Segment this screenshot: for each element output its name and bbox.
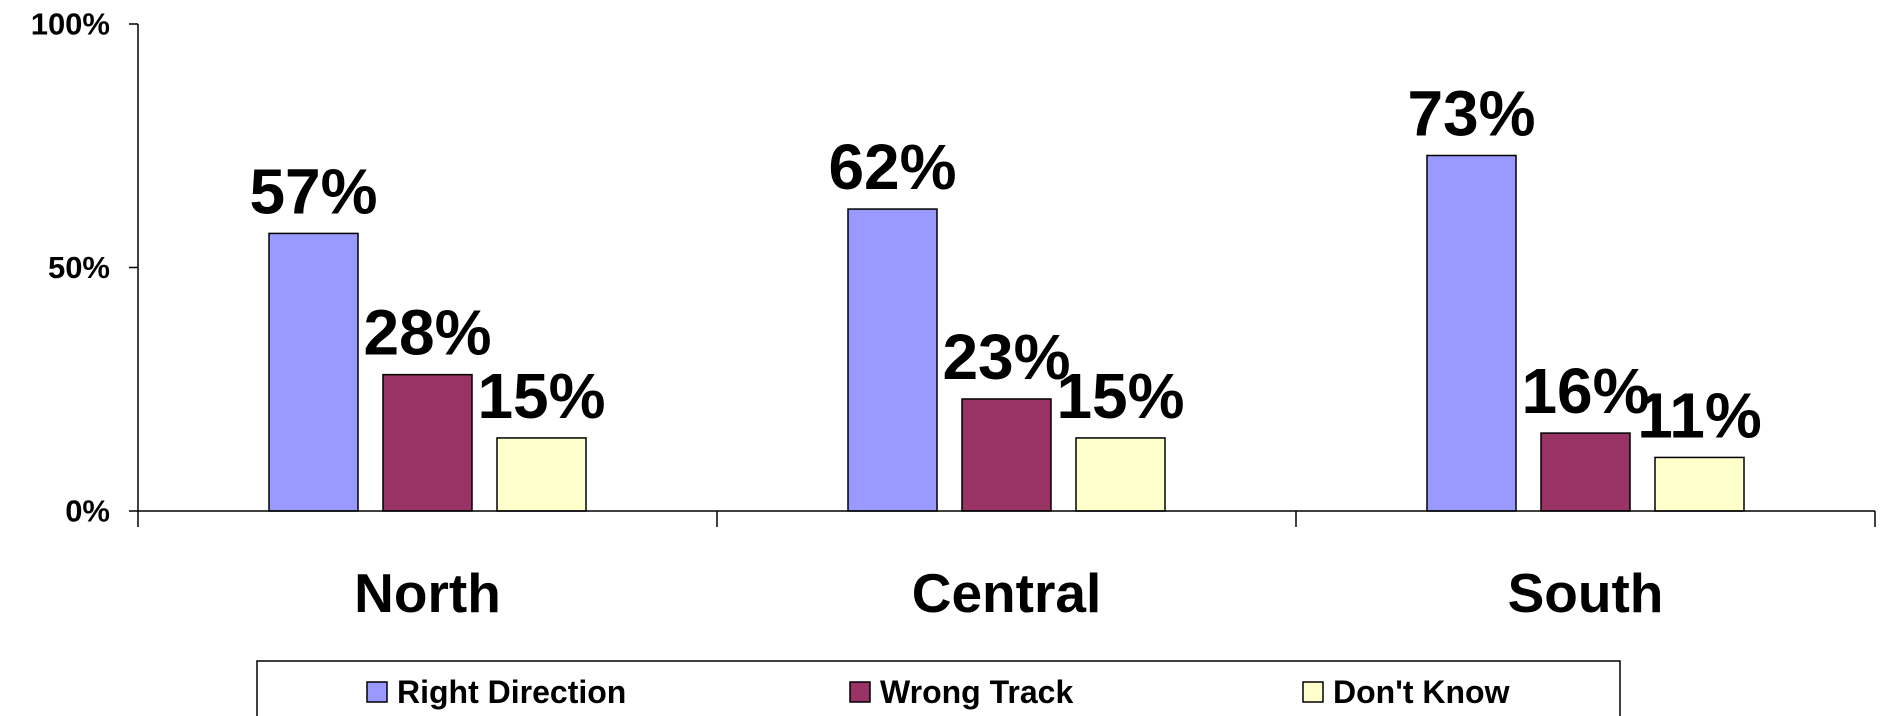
bars <box>268 154 1745 512</box>
data-label: 62% <box>828 131 956 203</box>
bar-central-wrong-track <box>961 398 1052 512</box>
bar-north-don-t-know <box>496 437 587 512</box>
data-label: 15% <box>477 360 605 432</box>
data-labels: 57%28%15%62%23%15%73%16%11% <box>249 77 1761 451</box>
data-label: 15% <box>1056 360 1184 432</box>
x-category-label: North <box>354 562 501 624</box>
legend-label: Right Direction <box>397 674 626 710</box>
bar-south-wrong-track <box>1540 432 1631 512</box>
legend-swatch <box>366 681 388 703</box>
data-label: 16% <box>1521 355 1649 427</box>
legend-box <box>256 660 1621 716</box>
legend-label: Wrong Track <box>880 674 1073 710</box>
legend: Right Direction Wrong Track Don't Know <box>256 660 1621 716</box>
bar-central-don-t-know <box>1075 437 1166 512</box>
y-axis: 0% 50% 100% <box>31 7 139 529</box>
data-label: 11% <box>1637 379 1762 451</box>
y-tick-label: 100% <box>31 7 110 42</box>
data-label: 28% <box>363 297 491 369</box>
bar-south-don-t-know <box>1654 456 1745 512</box>
bar-north-right-direction <box>268 232 359 512</box>
x-category-label: South <box>1508 562 1664 624</box>
bar-central-right-direction <box>847 208 938 512</box>
x-category-label: Central <box>912 562 1102 624</box>
y-tick-label: 0% <box>65 494 110 529</box>
legend-label: Don't Know <box>1333 674 1510 710</box>
data-label: 57% <box>249 155 377 227</box>
bar-south-right-direction <box>1426 154 1517 512</box>
x-axis: North Central South <box>137 510 1876 624</box>
legend-swatch <box>1302 681 1324 703</box>
data-label: 23% <box>942 321 1070 393</box>
bar-north-wrong-track <box>382 373 473 512</box>
data-label: 73% <box>1407 77 1535 149</box>
legend-swatch <box>849 681 871 703</box>
y-tick-label: 50% <box>48 250 110 285</box>
